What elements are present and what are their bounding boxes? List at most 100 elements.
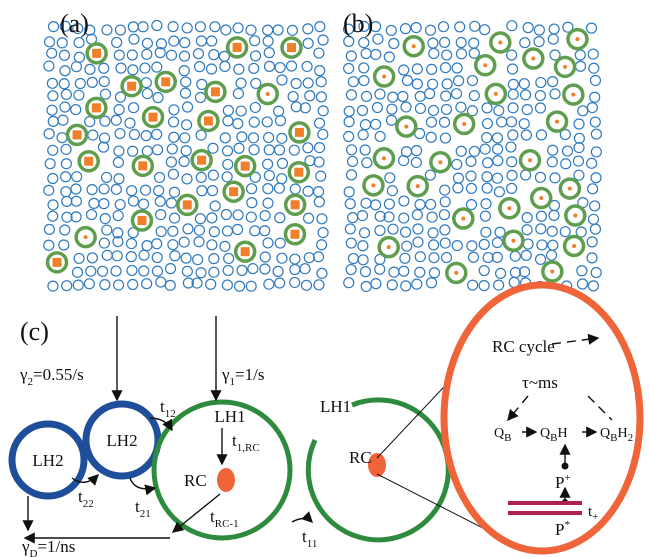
particle bbox=[183, 102, 193, 112]
particle bbox=[452, 159, 462, 169]
particle bbox=[236, 78, 246, 88]
particle bbox=[453, 173, 463, 183]
particle bbox=[360, 145, 370, 155]
particle bbox=[209, 50, 219, 60]
particle bbox=[371, 49, 381, 59]
particle bbox=[114, 50, 124, 60]
base: Q bbox=[600, 426, 610, 441]
particle bbox=[550, 173, 560, 183]
particle bbox=[412, 64, 422, 74]
particle bbox=[346, 170, 356, 180]
particle bbox=[85, 64, 95, 74]
particle bbox=[260, 226, 270, 236]
particle bbox=[523, 23, 533, 33]
particle bbox=[48, 145, 58, 155]
base: P bbox=[555, 520, 564, 539]
particle bbox=[48, 173, 58, 183]
particle bbox=[303, 143, 313, 153]
particle bbox=[574, 119, 584, 129]
particle bbox=[102, 172, 112, 182]
particle bbox=[275, 63, 285, 73]
particle bbox=[60, 66, 70, 76]
rc-square bbox=[233, 43, 242, 52]
particle bbox=[275, 238, 285, 248]
particle bbox=[141, 131, 151, 141]
subscript: 11 bbox=[307, 538, 318, 550]
particle bbox=[535, 103, 545, 113]
particle bbox=[315, 66, 325, 76]
particle bbox=[152, 21, 162, 31]
particle bbox=[521, 170, 531, 180]
particle bbox=[480, 144, 490, 154]
particle bbox=[562, 146, 572, 156]
particle bbox=[440, 185, 450, 195]
particle bbox=[344, 117, 354, 127]
particle bbox=[180, 38, 190, 48]
particle bbox=[496, 268, 506, 278]
particle bbox=[74, 90, 84, 100]
particle bbox=[87, 253, 97, 263]
particle bbox=[493, 156, 503, 166]
particle bbox=[274, 183, 284, 193]
particle bbox=[590, 117, 600, 127]
particle bbox=[384, 52, 394, 62]
particle bbox=[44, 185, 54, 195]
particle bbox=[114, 105, 124, 115]
particle bbox=[360, 267, 370, 277]
particle bbox=[102, 225, 112, 235]
particle bbox=[469, 38, 479, 48]
particle bbox=[442, 253, 452, 263]
particle bbox=[170, 213, 180, 223]
particle bbox=[588, 184, 598, 194]
particle bbox=[87, 77, 97, 87]
particle bbox=[402, 241, 412, 251]
particle bbox=[195, 214, 205, 224]
particle bbox=[170, 251, 180, 261]
particle bbox=[169, 187, 179, 197]
particle bbox=[348, 156, 358, 166]
particle bbox=[588, 281, 598, 291]
particle bbox=[549, 24, 559, 34]
particle bbox=[74, 38, 84, 48]
particle bbox=[427, 212, 437, 222]
particle bbox=[348, 213, 358, 223]
particle bbox=[62, 281, 72, 291]
particle bbox=[140, 63, 150, 73]
rc-dot bbox=[539, 196, 543, 200]
transfer-time: t12 bbox=[160, 397, 176, 420]
particle bbox=[304, 213, 314, 223]
particle bbox=[274, 106, 284, 116]
particle bbox=[548, 145, 558, 155]
subscript: 12 bbox=[165, 408, 176, 420]
particle bbox=[233, 23, 243, 33]
particle bbox=[44, 240, 54, 250]
particle bbox=[344, 278, 354, 288]
particle bbox=[264, 133, 274, 143]
particle bbox=[168, 226, 178, 236]
rc-square bbox=[287, 43, 296, 52]
particle bbox=[179, 237, 189, 247]
particle bbox=[441, 104, 451, 114]
rc-dot bbox=[531, 57, 535, 61]
rc-square bbox=[290, 230, 299, 239]
particle bbox=[98, 266, 108, 276]
particle bbox=[223, 265, 233, 275]
particle bbox=[402, 76, 412, 86]
particle bbox=[99, 238, 109, 248]
particle bbox=[127, 50, 137, 60]
particle bbox=[223, 159, 233, 169]
particle bbox=[548, 240, 558, 250]
particle bbox=[522, 213, 532, 223]
particle bbox=[208, 170, 218, 180]
particle bbox=[493, 144, 503, 154]
particle bbox=[590, 75, 600, 85]
subscript: 2 bbox=[628, 432, 634, 444]
particle bbox=[361, 49, 371, 59]
particle bbox=[425, 89, 435, 99]
particle bbox=[277, 133, 287, 143]
particle bbox=[99, 199, 109, 209]
rc-square bbox=[127, 82, 136, 91]
particle bbox=[346, 51, 356, 61]
particle bbox=[112, 251, 122, 261]
particle bbox=[362, 158, 372, 168]
